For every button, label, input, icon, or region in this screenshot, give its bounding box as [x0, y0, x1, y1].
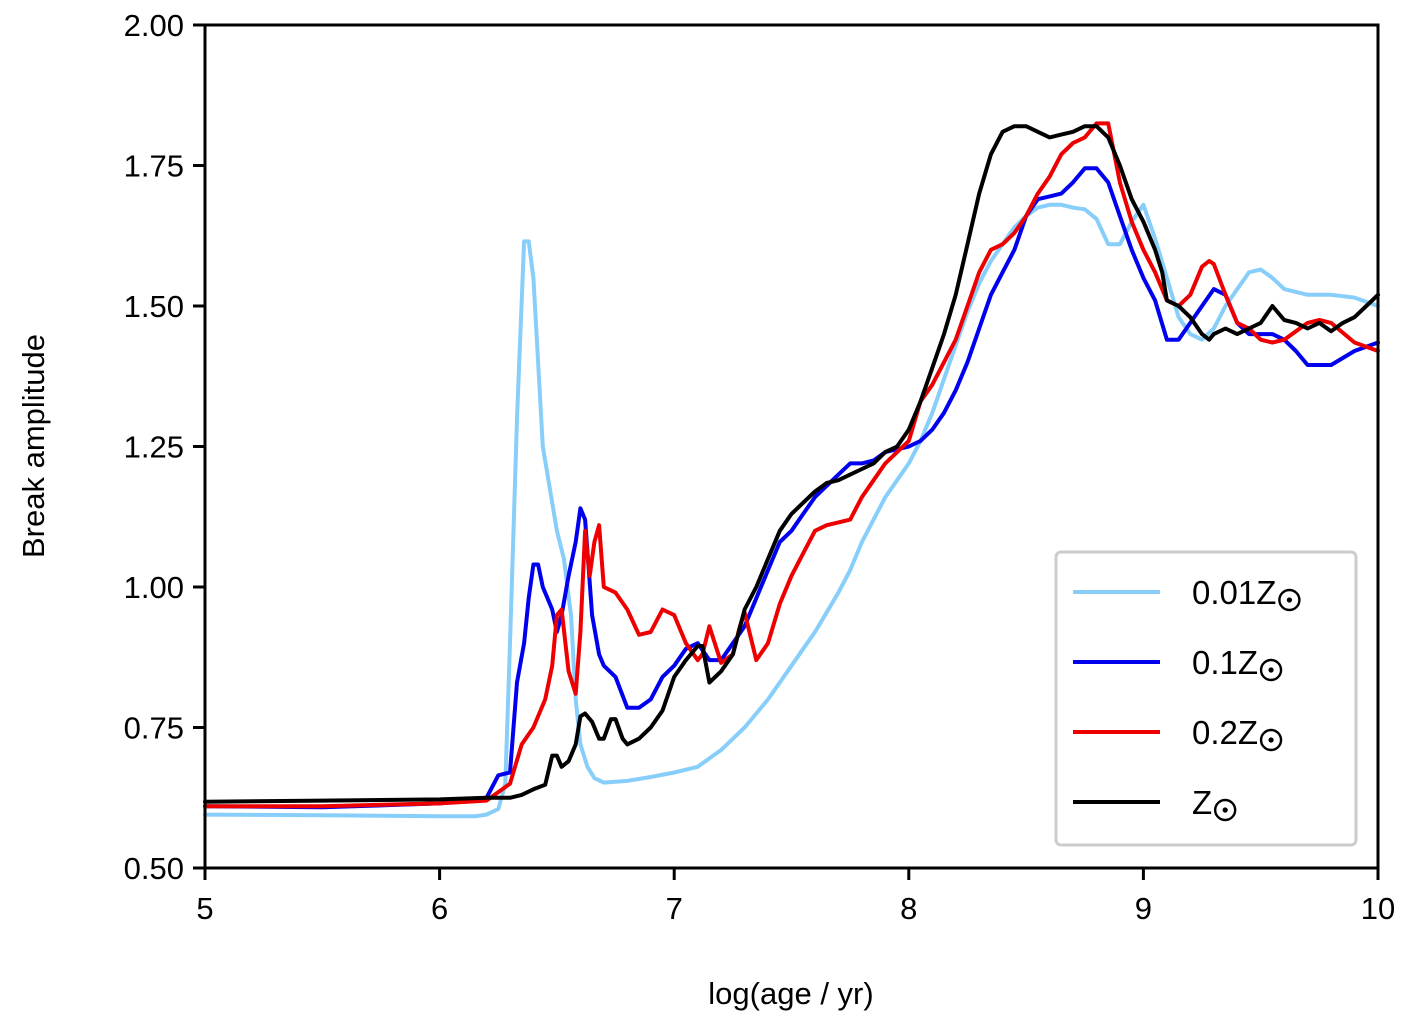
legend-label-2: 0.2Z	[1192, 714, 1258, 751]
x-tick-label: 6	[431, 891, 448, 926]
sun-symbol-icon	[1259, 658, 1283, 682]
sun-symbol-icon	[1278, 588, 1301, 612]
y-tick-label: 1.75	[124, 149, 184, 184]
series-line-1	[203, 166, 1380, 810]
y-tick-label: 1.25	[124, 430, 184, 465]
x-tick-label: 10	[1361, 891, 1395, 926]
y-tick-label: 1.00	[124, 570, 184, 605]
series-layer	[203, 121, 1380, 819]
x-tick-label: 5	[196, 891, 213, 926]
x-tick-label: 8	[900, 891, 917, 926]
y-tick-label: 2.00	[124, 8, 184, 43]
sun-symbol-dot-icon	[1268, 667, 1274, 673]
y-axis: 0.50 0.75 1.00 1.25 1.50 1.75 2.00	[124, 8, 205, 886]
x-tick-label: 7	[666, 891, 683, 926]
x-tick-label: 9	[1135, 891, 1152, 926]
legend-entries: 0.01Z 0.1Z 0.2Z Z	[1073, 574, 1301, 822]
legend-label-3: Z	[1192, 784, 1212, 821]
legend-label-0: 0.01Z	[1192, 574, 1276, 611]
sun-symbol-icon	[1259, 728, 1283, 752]
series-line-2	[203, 121, 1380, 809]
legend-box	[1054, 550, 1358, 847]
y-tick-label: 0.75	[124, 711, 184, 746]
y-tick-label: 1.50	[124, 289, 184, 324]
sun-symbol-dot-icon	[1268, 737, 1274, 743]
y-tick-label: 0.50	[124, 851, 184, 886]
legend: 0.01Z 0.1Z 0.2Z Z	[1054, 550, 1358, 847]
y-axis-label: Break amplitude	[16, 334, 51, 558]
x-axis-label: log(age / yr)	[708, 976, 873, 1011]
series-line-0	[203, 202, 1380, 819]
x-axis: 5 6 7 8 9 10	[196, 868, 1395, 926]
legend-label-1: 0.1Z	[1192, 644, 1258, 681]
sun-symbol-dot-icon	[1222, 807, 1228, 813]
series-line-3	[203, 124, 1380, 804]
sun-symbol-dot-icon	[1286, 597, 1292, 603]
sun-symbol-icon	[1213, 798, 1237, 822]
